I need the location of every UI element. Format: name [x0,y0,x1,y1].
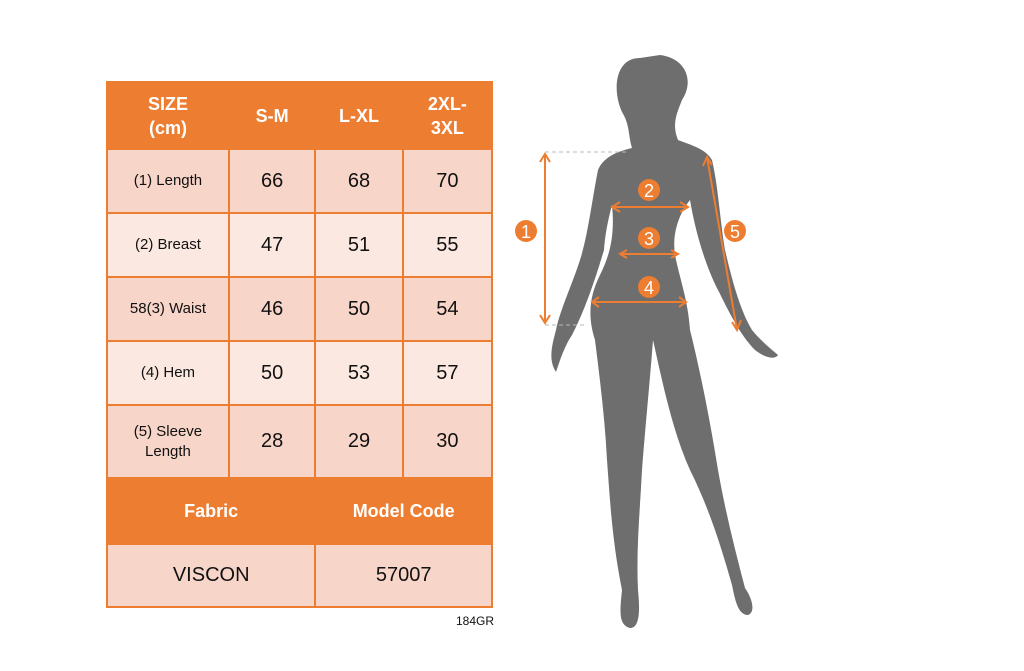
fabric-value: VISCON [105,543,317,608]
size-chart-table: SIZE (cm) S-M L-XL 2XL-3XL (1) Length 66 … [105,81,494,608]
marker-label: 2 [644,181,654,201]
header-l-xl: L-XL [314,81,404,150]
silhouette [551,55,778,628]
header-size: SIZE (cm) [106,81,230,150]
cell-value: 47 [227,212,317,278]
table-row: (4) Hem 50 53 57 [106,340,494,406]
table-row: (1) Length 66 68 70 [106,148,494,214]
marker-label: 5 [730,222,740,242]
row-label: (5) Sleeve Length [106,404,230,479]
cell-value: 55 [401,212,494,278]
cell-value: 54 [401,276,494,342]
header-text: 2XL-3XL [427,93,467,138]
cell-value: 70 [401,148,494,214]
table-row: (5) Sleeve Length 28 29 30 [106,404,494,479]
header-text: SIZE [147,93,188,114]
cell-value: 28 [227,404,317,479]
cell-value: 51 [314,212,404,278]
row-label-text: Length [145,442,191,460]
cell-value: 50 [314,276,404,342]
measure-markers: 1 2 3 4 5 [515,179,746,298]
product-code: 184GR [456,614,495,628]
cell-value: 53 [314,340,404,406]
marker-4 [638,276,660,298]
cell-value: 29 [314,404,404,479]
row-label-text: (5) Sleeve [133,422,203,440]
header-2xl-3xl: 2XL-3XL [401,81,494,150]
fabric-header: Fabric [105,477,317,545]
cell-value: 50 [227,340,317,406]
cell-value: 57 [401,340,494,406]
row-label: (4) Hem [106,340,230,406]
cell-value: 46 [227,276,317,342]
marker-label: 4 [644,278,654,298]
measure-arrows [539,152,742,333]
body-measurement-figure: 1 2 3 4 5 [515,55,778,628]
table-row: (2) Breast 47 51 55 [106,212,494,278]
table-row: 58(3) Waist 46 50 54 [106,276,494,342]
marker-label: 1 [521,222,531,242]
marker-1 [515,220,537,242]
header-text: (cm) [148,117,187,138]
marker-5 [724,220,746,242]
cell-value: 30 [401,404,494,479]
row-label: (1) Length [106,148,230,214]
row-label: (2) Breast [106,212,230,278]
marker-3 [638,227,660,249]
marker-label: 3 [644,229,654,249]
header-s-m: S-M [227,81,317,150]
cell-value: 66 [227,148,317,214]
marker-2 [638,179,660,201]
model-code-header: Model Code [314,477,493,545]
row-label: 58(3) Waist [106,276,230,342]
cell-value: 68 [314,148,404,214]
model-code-value: 57007 [314,543,493,608]
